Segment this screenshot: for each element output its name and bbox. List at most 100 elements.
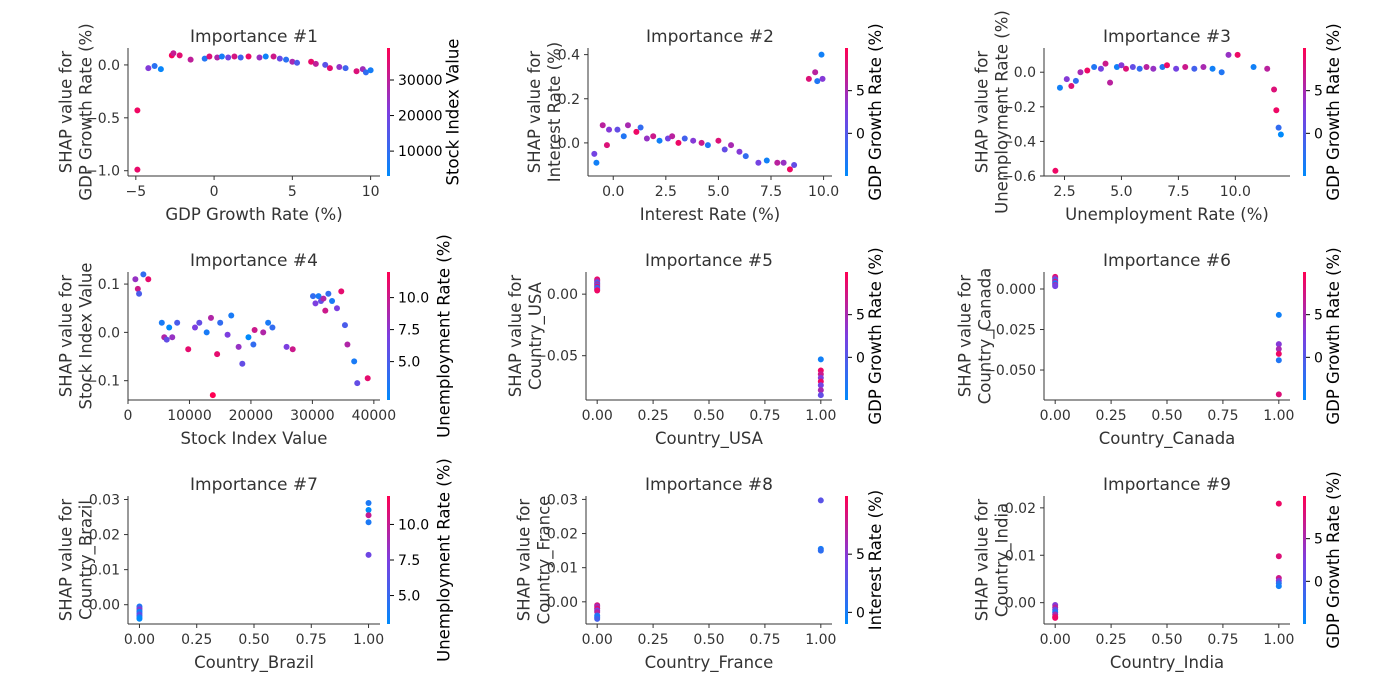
y-tick-label: 0.4 [558, 48, 580, 64]
data-point [791, 161, 798, 168]
data-point [310, 293, 317, 300]
colorbar-label: Interest Rate (%) [866, 490, 885, 630]
colorbar [1303, 272, 1306, 400]
data-point [231, 53, 238, 60]
data-point [166, 324, 173, 331]
colorbar-tick-label: 5 [856, 547, 865, 563]
data-point [326, 65, 333, 72]
data-point [365, 500, 372, 507]
colorbar [387, 496, 390, 624]
data-point [209, 392, 216, 399]
colorbar-tick-label: 30000 [398, 73, 443, 89]
data-point [228, 312, 235, 319]
data-point [145, 276, 152, 283]
data-point [1118, 62, 1125, 69]
data-point [1275, 553, 1282, 560]
x-axis-label: Country_USA [655, 429, 764, 449]
data-point [606, 126, 613, 133]
y-axis-label-line: Country_USA [526, 281, 546, 390]
data-point [207, 314, 214, 321]
y-tick-label: 0.01 [89, 563, 120, 579]
data-point [134, 285, 141, 292]
data-point [203, 329, 210, 336]
data-point [1102, 60, 1109, 67]
data-point [1077, 69, 1084, 76]
y-axis-label-line: SHAP value for [525, 51, 544, 174]
x-tick-label: 5 [288, 184, 297, 200]
data-point [157, 66, 164, 73]
colorbar-tick-label: 10.0 [398, 517, 429, 533]
y-axis-label-line: GDP Growth Rate (%) [77, 23, 96, 200]
data-point [315, 293, 322, 300]
data-point [365, 512, 372, 519]
x-tick-label: 0.50 [238, 632, 269, 648]
x-tick-label: 10000 [167, 408, 212, 424]
data-point [151, 62, 158, 69]
y-axis-label-line: SHAP value for [973, 499, 992, 622]
colorbar-tick-label: 0 [856, 605, 865, 621]
data-point [1275, 345, 1282, 352]
colorbar-tick-label: 0 [856, 350, 865, 366]
x-tick-label: 0.50 [1151, 408, 1182, 424]
y-tick-label: −0.5 [86, 111, 120, 127]
chart-title: Importance #3 [1103, 27, 1231, 47]
data-point [620, 133, 627, 140]
data-point [736, 148, 743, 155]
data-point [196, 319, 203, 326]
colorbar-tick-label: 10.0 [398, 291, 429, 307]
data-point [1113, 64, 1120, 71]
y-tick-label: −0.4 [1002, 134, 1036, 150]
data-point [1052, 283, 1059, 290]
x-tick-label: 0.75 [1207, 632, 1238, 648]
data-point [1164, 62, 1170, 69]
data-point [669, 133, 676, 140]
colorbar-tick-label: 7.5 [398, 553, 420, 569]
x-tick-label: 10.0 [1220, 184, 1251, 200]
y-axis-label-line: SHAP value for [57, 51, 76, 174]
colorbar-tick-label: 0 [1314, 350, 1323, 366]
colorbar-tick-label: 5.0 [398, 589, 420, 605]
data-point [364, 375, 371, 382]
y-axis-label-line: SHAP value for [515, 499, 534, 622]
x-tick-label: 10 [362, 184, 380, 200]
data-point [780, 159, 787, 166]
colorbar-tick-label: 0 [1314, 126, 1323, 142]
data-point [817, 382, 824, 389]
data-point [817, 392, 824, 399]
data-point [805, 75, 812, 82]
chart-title: Importance #5 [645, 251, 773, 271]
y-axis-label: SHAP value forUnemployment Rate (%) [973, 10, 1012, 214]
data-point [819, 75, 826, 82]
colorbar-tick-label: 5 [1314, 308, 1323, 324]
data-point [191, 324, 198, 331]
x-tick-label: 0.25 [1096, 632, 1127, 648]
x-tick-label: 0.25 [638, 632, 669, 648]
data-point [650, 133, 657, 140]
x-tick-label: 10.0 [808, 184, 839, 200]
data-point [1275, 350, 1282, 357]
x-tick-label: 0 [124, 408, 133, 424]
data-point [174, 319, 181, 326]
chart-panel-7: Importance #7 0.00 0.25 0.50 0.75 1.00 0.03 0.0… [57, 458, 454, 673]
data-point [170, 50, 177, 57]
data-point [1200, 64, 1207, 71]
data-point [217, 319, 224, 326]
colorbar-label: Unemployment Rate (%) [435, 234, 454, 438]
x-tick-label: 0.0 [602, 184, 624, 200]
data-point [1182, 64, 1189, 71]
y-axis-label-line: Unemployment Rate (%) [993, 10, 1012, 214]
y-axis-label: SHAP value forCountry_Brazil [57, 499, 97, 622]
chart-title: Importance #4 [190, 251, 318, 271]
data-point [1052, 614, 1059, 621]
data-point [187, 56, 194, 63]
y-tick-label: 0.00 [547, 595, 578, 611]
colorbar [845, 48, 848, 176]
data-point [690, 137, 697, 144]
data-point [591, 150, 598, 157]
y-axis-label-line: Country_Brazil [77, 500, 97, 620]
colorbar [845, 272, 848, 400]
data-point [1191, 65, 1198, 72]
data-point [344, 341, 351, 348]
colorbar-label: GDP Growth Rate (%) [1324, 23, 1343, 200]
chart-panel-6: Importance #6 0.00 0.25 0.50 0.75 1.00 0.000 −0… [955, 247, 1343, 449]
